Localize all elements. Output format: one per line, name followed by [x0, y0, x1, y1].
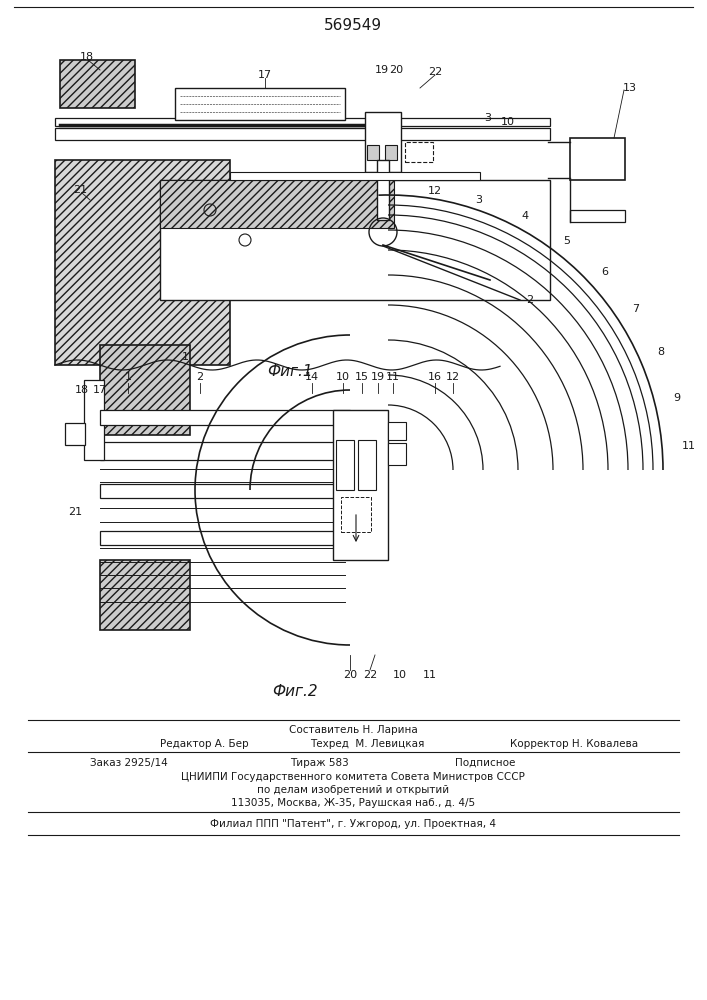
Text: 2: 2	[197, 372, 204, 382]
Text: Филиал ППП "Патент", г. Ужгород, ул. Проектная, 4: Филиал ППП "Патент", г. Ужгород, ул. Про…	[210, 819, 496, 829]
Text: 10: 10	[336, 372, 350, 382]
Text: 9: 9	[674, 393, 681, 403]
Bar	[377, 160, 389, 220]
Bar	[55, 160, 230, 365]
Text: 1: 1	[124, 372, 132, 382]
Bar	[385, 145, 397, 160]
Text: 5: 5	[563, 236, 571, 246]
Bar	[333, 410, 388, 560]
Text: 2: 2	[527, 295, 534, 305]
Bar	[388, 443, 406, 465]
Bar	[84, 380, 104, 460]
Text: 12: 12	[428, 186, 442, 196]
Text: Фиг.2: Фиг.2	[272, 684, 318, 700]
Text: 10: 10	[501, 117, 515, 127]
Text: 17: 17	[258, 70, 272, 80]
Text: Корректор Н. Ковалева: Корректор Н. Ковалева	[510, 739, 638, 749]
Text: 21: 21	[68, 507, 82, 517]
Text: 113035, Москва, Ж-35, Раушская наб., д. 4/5: 113035, Москва, Ж-35, Раушская наб., д. …	[231, 798, 475, 808]
Bar	[230, 172, 480, 180]
Text: 15: 15	[355, 372, 369, 382]
Text: 20: 20	[343, 670, 357, 680]
Text: Фиг.1: Фиг.1	[267, 364, 312, 379]
Text: 22: 22	[428, 67, 442, 77]
Text: 19: 19	[375, 65, 389, 75]
Text: 20: 20	[389, 65, 403, 75]
Text: 4: 4	[521, 211, 528, 221]
Bar	[160, 180, 550, 300]
Text: Техред  М. Левицкая: Техред М. Левицкая	[310, 739, 424, 749]
Text: Заказ 2925/14: Заказ 2925/14	[90, 758, 168, 768]
Text: 18: 18	[75, 385, 89, 395]
Text: 6: 6	[601, 267, 608, 277]
Bar	[100, 345, 190, 435]
Text: ЦНИИПИ Государственного комитета Совета Министров СССР: ЦНИИПИ Государственного комитета Совета …	[181, 772, 525, 782]
Bar	[100, 560, 190, 630]
Text: 7: 7	[632, 304, 640, 314]
Text: 569549: 569549	[324, 17, 382, 32]
Bar	[65, 423, 85, 445]
Text: 11: 11	[386, 372, 400, 382]
Text: Составитель Н. Ларина: Составитель Н. Ларина	[288, 725, 417, 735]
Bar	[570, 138, 625, 180]
Text: 11: 11	[682, 441, 696, 451]
Text: 10: 10	[393, 670, 407, 680]
Text: 14: 14	[305, 372, 319, 382]
Text: Подписное: Подписное	[455, 758, 515, 768]
Bar	[100, 484, 355, 498]
Bar	[365, 112, 401, 172]
Bar	[570, 210, 625, 222]
Bar	[358, 440, 376, 490]
Text: 16: 16	[428, 372, 442, 382]
Text: 1: 1	[182, 352, 189, 362]
Text: 19: 19	[371, 372, 385, 382]
Text: Тираж 583: Тираж 583	[290, 758, 349, 768]
Bar	[388, 422, 406, 440]
Bar	[100, 410, 350, 425]
Text: 8: 8	[657, 347, 664, 357]
Text: 13: 13	[623, 83, 637, 93]
Bar	[55, 118, 550, 126]
Text: 3: 3	[484, 113, 491, 123]
Bar	[336, 440, 354, 490]
Text: 17: 17	[93, 385, 107, 395]
Bar	[405, 142, 433, 162]
Text: 21: 21	[73, 185, 87, 195]
Text: 11: 11	[423, 670, 437, 680]
Bar	[160, 180, 394, 228]
Bar	[367, 145, 379, 160]
Text: 3: 3	[476, 195, 482, 205]
Bar	[100, 531, 355, 545]
Bar	[60, 60, 135, 108]
Text: 22: 22	[363, 670, 377, 680]
Bar	[100, 442, 355, 460]
Bar	[175, 88, 345, 120]
Text: 12: 12	[446, 372, 460, 382]
Text: 18: 18	[80, 52, 94, 62]
Bar	[341, 497, 371, 532]
Bar	[55, 128, 550, 140]
Text: Редактор А. Бер: Редактор А. Бер	[160, 739, 249, 749]
Text: по делам изобретений и открытий: по делам изобретений и открытий	[257, 785, 449, 795]
